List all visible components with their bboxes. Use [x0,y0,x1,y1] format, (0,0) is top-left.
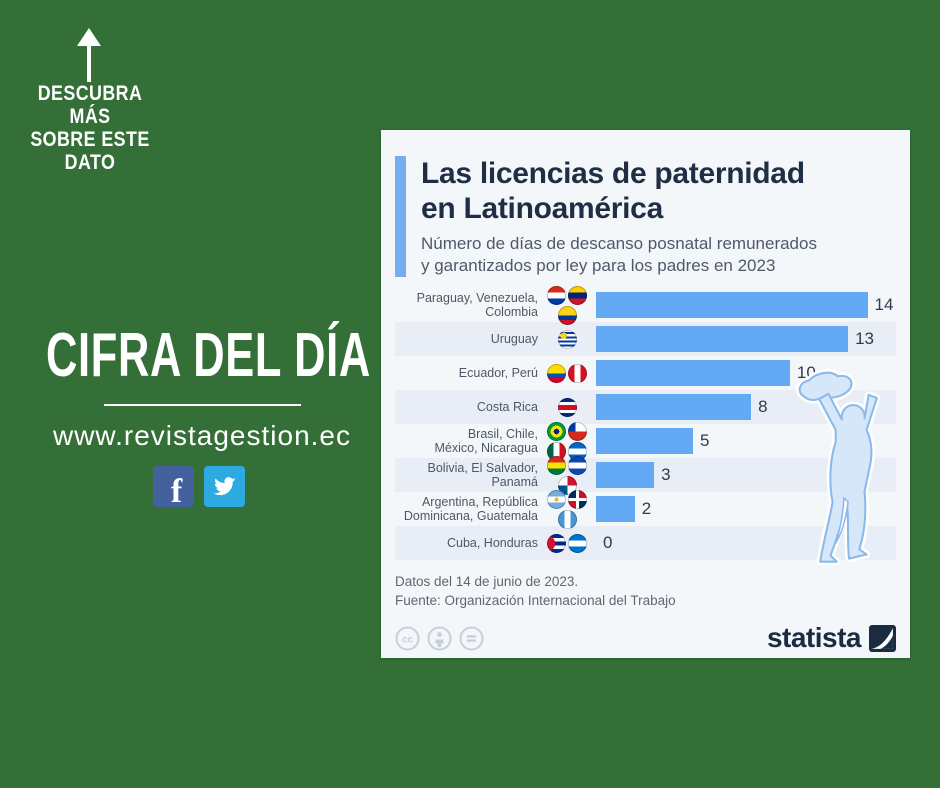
data-source: Fuente: Organización Internacional del T… [395,593,676,608]
row-label: Ecuador, Perú [458,366,538,380]
license-icons-row: cc [395,626,484,651]
row-flags [542,421,592,461]
bar-value: 0 [603,533,613,552]
equals-icon[interactable] [459,626,484,651]
flag-argentina-icon [547,489,566,509]
row-flags [542,533,592,553]
row-flags [542,489,592,529]
facebook-icon[interactable]: f [153,466,194,509]
chart-row: Costa Rica 8 [395,390,896,424]
row-flags [542,363,592,383]
social-icons-row: f [153,466,245,509]
row-label: Costa Rica [476,400,538,414]
discover-more-text: DESCUBRA MÁS SOBRE ESTE DATO [30,82,150,174]
bar-value: 5 [699,431,710,450]
chart-title: Las licencias de paternidad en Latinoamé… [421,157,805,225]
flag-chile-icon [568,421,587,441]
svg-text:cc: cc [402,634,414,645]
flag-dominicana-icon [568,489,587,509]
chart-row: Paraguay, Venezuela, Colombia 14 [395,285,896,325]
statista-logo[interactable]: statista [767,622,896,654]
bar-value: 8 [758,397,768,416]
row-label: Cuba, Honduras [446,536,538,550]
bar [596,496,635,522]
row-flags [542,455,592,495]
flag-mexico-icon [547,441,566,461]
chart-row: Ecuador, Perú 10 [395,356,896,390]
page-title: CIFRA DEL DÍA [46,321,371,390]
website-link[interactable]: www.revistagestion.ec [52,420,351,451]
bar [596,394,752,420]
flag-ecuador-icon [547,363,566,383]
row-flags [542,329,592,349]
headline-divider [104,404,301,406]
row-label: Brasil, Chile, México, Nicaragua [434,427,538,455]
flag-brazil-icon [547,421,566,441]
flag-cuba-icon [547,533,566,553]
flag-costarica-icon [557,397,577,417]
chart-row: Argentina, República Dominicana, Guatema… [395,489,896,529]
chart-card: Las licencias de paternidad en Latinoamé… [381,130,910,658]
bar [596,360,790,386]
chart-row: Uruguay 13 [395,322,896,356]
bar [596,326,849,352]
row-flags [542,285,592,325]
flag-paraguay-icon [547,285,566,305]
chart-header: Las licencias de paternidad en Latinoamé… [395,156,896,277]
row-label: Argentina, República Dominicana, Guatema… [403,495,538,523]
row-label: Uruguay [490,332,538,346]
bar-value: 14 [874,295,894,314]
flag-uruguay-icon [557,329,577,349]
bar [596,462,655,488]
flag-honduras-icon [568,533,587,553]
row-flags [542,397,592,417]
bar-value: 10 [796,363,816,382]
flag-bolivia-icon [547,455,566,475]
statista-wordmark: statista [766,622,862,653]
bar-value: 13 [855,329,875,348]
data-date: Datos del 14 de junio de 2023. [395,574,579,589]
up-arrow-icon [77,28,101,82]
chart-row: Cuba, Honduras 0 [395,526,896,560]
flag-elsalvador-icon [568,455,587,475]
bar-value: 2 [641,499,652,518]
flag-nicaragua-icon [568,441,587,461]
bar-value: 3 [661,465,671,484]
flag-panama-icon [557,475,577,495]
chart-row: Bolivia, El Salvador, Panamá 3 [395,455,896,495]
cc-icon[interactable]: cc [395,626,420,651]
chart-subtitle: Número de días de descanso posnatal remu… [421,234,817,275]
bar [596,292,868,318]
chart-row: Brasil, Chile, México, Nicaragua 5 [395,421,896,461]
row-label: Paraguay, Venezuela, Colombia [416,291,538,319]
attribution-person-icon[interactable] [427,626,452,651]
flag-colombia-icon [557,305,577,325]
bar-chart: Paraguay, Venezuela, Colombia 14 Uruguay… [395,285,896,560]
bar [596,428,693,454]
flag-guatemala-icon [557,509,577,529]
flag-venezuela-icon [568,285,587,305]
row-label: Bolivia, El Salvador, Panamá [427,461,538,489]
chart-source: Datos del 14 de junio de 2023. Fuente: O… [395,572,896,610]
flag-peru-icon [568,363,587,383]
twitter-icon[interactable] [204,466,245,507]
statista-mark-icon [869,624,896,652]
